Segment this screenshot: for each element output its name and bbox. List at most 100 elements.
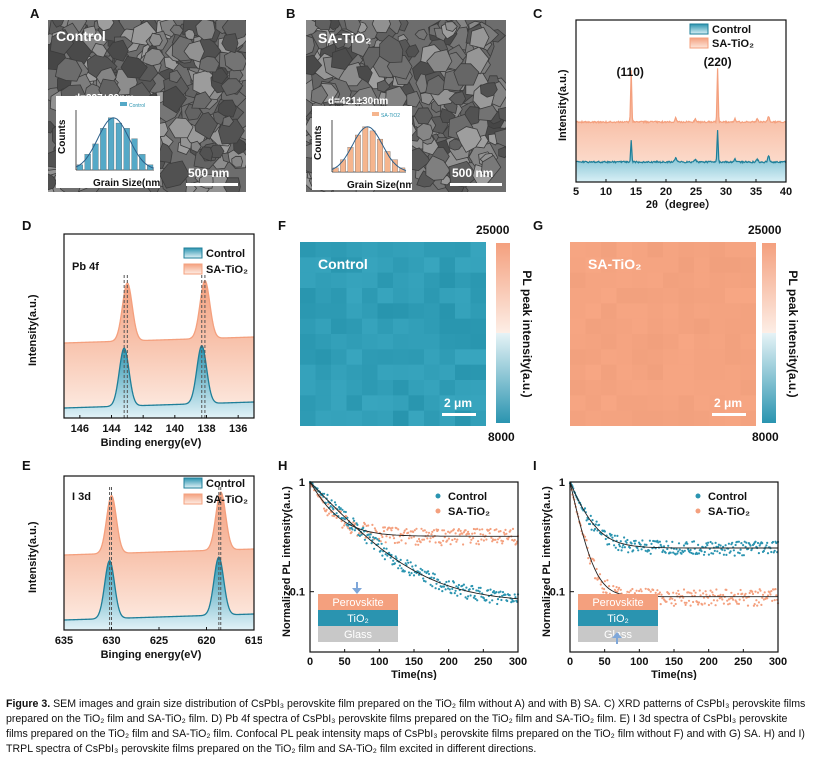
data-point-control [427, 572, 431, 576]
data-point-control [346, 516, 349, 519]
pl-map-pixel [694, 334, 710, 350]
data-point-sa [395, 527, 398, 530]
data-point-sa [752, 604, 755, 607]
data-point-sa [773, 599, 776, 602]
pl-map-pixel [601, 395, 617, 412]
data-point-control [758, 544, 761, 547]
data-point-control [453, 592, 456, 595]
data-point-control [766, 541, 769, 544]
data-point-control [504, 593, 507, 596]
data-point-control [749, 544, 752, 547]
data-point-sa [462, 543, 465, 546]
data-point-control [427, 570, 430, 573]
x-tick-label: 625 [150, 635, 168, 647]
data-point-sa [440, 544, 443, 547]
pl-map-pixel [439, 272, 456, 289]
pl-map-pixel [300, 288, 316, 304]
data-point-control [397, 567, 400, 570]
data-point-sa [688, 591, 691, 594]
data-point-sa [375, 530, 378, 533]
data-point-sa [714, 604, 717, 607]
data-point-sa [437, 528, 440, 531]
data-point-sa [759, 589, 762, 592]
legend-swatch-sa [689, 37, 709, 49]
pl-map-pixel [393, 410, 409, 426]
data-point-control [674, 553, 677, 556]
data-point-sa [477, 543, 480, 546]
data-point-control [434, 587, 437, 590]
fit-line-sa [309, 481, 518, 537]
pl-map-pixel [709, 395, 726, 412]
data-point-control [660, 545, 663, 548]
data-point-control [462, 583, 465, 586]
pl-map-pixel [315, 334, 332, 350]
sem-title: Control [56, 28, 106, 44]
data-point-control [754, 540, 757, 543]
data-point-control [636, 546, 639, 550]
grain [350, 33, 370, 58]
pl-map-pixel [315, 257, 332, 274]
grain [190, 140, 202, 153]
data-point-sa [387, 526, 391, 529]
caption-text: SEM images and grain size distribution o… [6, 698, 806, 755]
data-point-control [741, 554, 744, 557]
data-point-control [706, 544, 709, 547]
data-point-sa [712, 599, 715, 602]
data-point-sa [585, 539, 588, 542]
pl-map-pixel [470, 318, 486, 335]
pl-map-pixel [362, 272, 378, 289]
data-point-control [377, 543, 380, 546]
data-point-sa [626, 590, 629, 593]
data-point-sa [416, 540, 419, 543]
data-point-control [650, 542, 653, 545]
pl-map-pixel [362, 349, 378, 366]
pl-map-pixel [725, 242, 741, 258]
data-point-sa [462, 531, 465, 534]
data-point-sa [476, 527, 479, 530]
x-tick-label: 615 [245, 635, 262, 647]
pl-map-pixel [678, 257, 695, 274]
data-point-control [611, 536, 614, 539]
pl-map-pixel [362, 380, 378, 396]
pl-map-pixel [424, 410, 440, 426]
data-point-sa [705, 593, 708, 596]
pl-map-pixel [439, 380, 456, 396]
pl-map-pixel [678, 242, 695, 258]
data-point-sa [605, 591, 608, 594]
x-tick-label: 200 [439, 656, 457, 668]
pl-map-pixel [362, 288, 378, 304]
pl-map-pixel [585, 272, 602, 289]
data-point-sa [335, 516, 338, 519]
pl-map-pixel [616, 288, 633, 304]
pl-map-pixel [470, 257, 486, 274]
data-point-control [710, 552, 713, 555]
data-point-sa [704, 590, 707, 593]
pl-map-pixel [377, 380, 394, 396]
data-point-control [677, 550, 680, 553]
pl-map-pixel [408, 334, 425, 350]
pl-map-pixel [393, 334, 409, 350]
data-point-control [648, 539, 651, 542]
grain [169, 69, 182, 84]
data-point-sa [434, 541, 437, 544]
data-point-control [473, 594, 476, 598]
pl-map-pixel [663, 410, 679, 426]
pl-map-pixel [424, 364, 440, 381]
pl-map-pixel [616, 318, 633, 335]
data-point-control [718, 552, 721, 555]
pl-map-pixel [632, 334, 648, 350]
data-point-control [358, 534, 361, 537]
pl-map-pixel [346, 318, 363, 335]
data-point-sa [453, 537, 456, 541]
data-point-control [641, 539, 644, 542]
data-point-sa [728, 602, 731, 605]
data-point-control [368, 536, 371, 539]
data-point-control [432, 572, 435, 575]
data-point-sa [761, 596, 764, 599]
pl-map-pixel [300, 395, 316, 412]
data-point-control [691, 540, 694, 543]
pl-map-pixel [346, 303, 363, 320]
data-point-control [399, 558, 402, 561]
data-point-sa [658, 591, 661, 594]
data-point-control [622, 544, 625, 547]
